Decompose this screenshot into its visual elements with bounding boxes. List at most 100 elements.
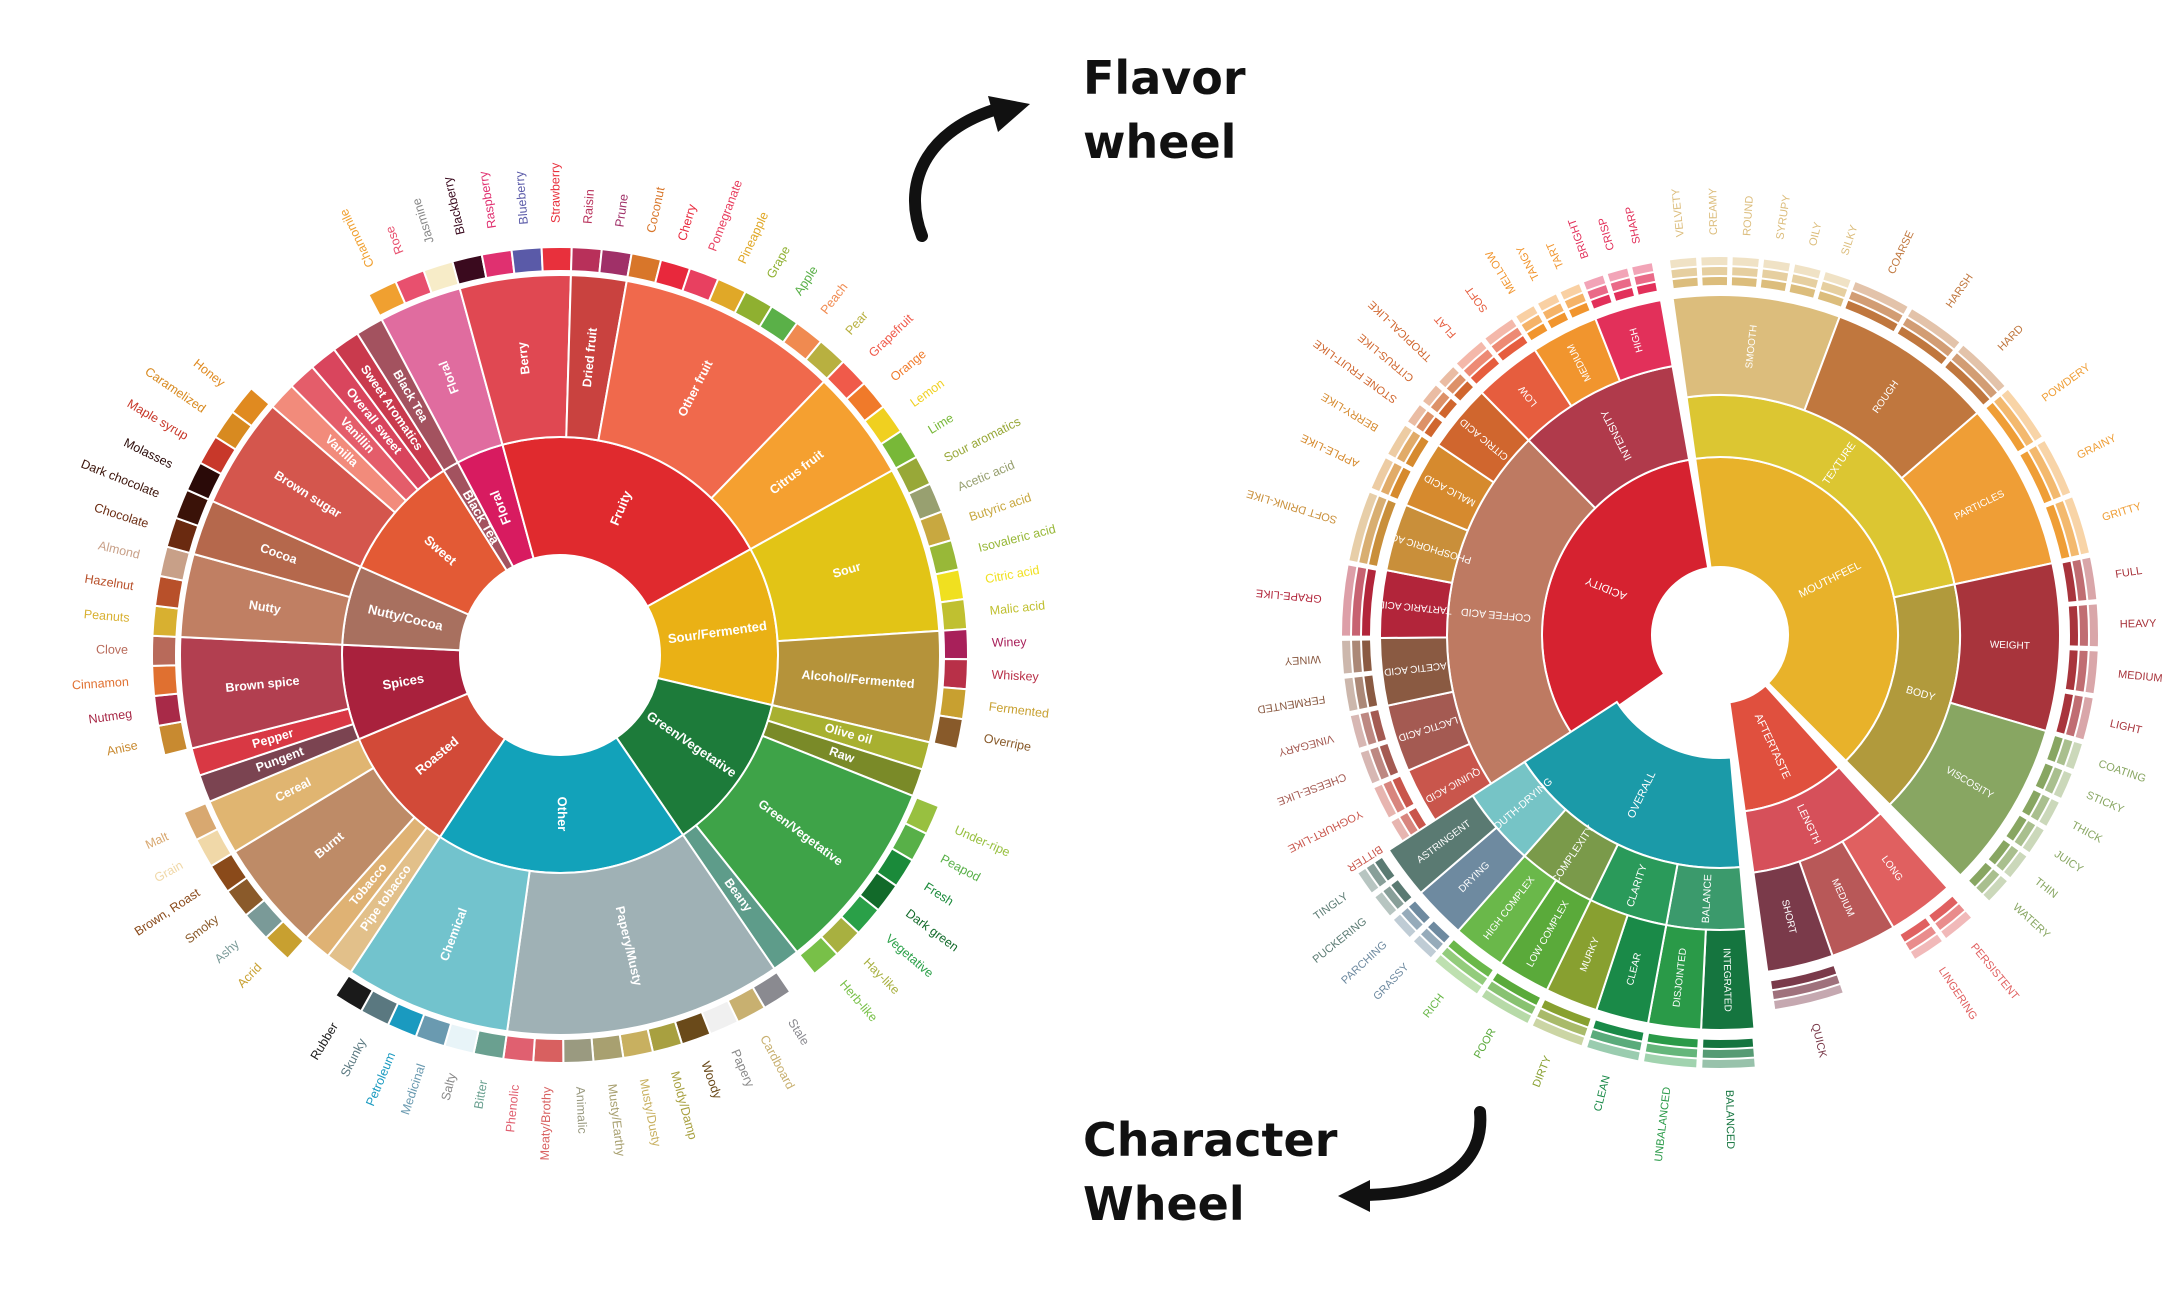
character-descriptor-band bbox=[1613, 287, 1634, 301]
character-descriptor-band bbox=[1587, 285, 1609, 300]
character-descriptor-band bbox=[1393, 914, 1416, 938]
character-descriptor-band bbox=[1390, 467, 1411, 499]
character-descriptor-band bbox=[1358, 868, 1379, 893]
character-descriptor-band bbox=[1569, 302, 1590, 318]
character-descriptor-band bbox=[1369, 500, 1396, 566]
character-descriptor-band bbox=[2085, 651, 2098, 694]
character-descriptor-band bbox=[1391, 880, 1412, 903]
character-descriptor-band bbox=[1929, 896, 1958, 922]
character-descriptor-band bbox=[1951, 353, 1997, 398]
character-descriptor-band bbox=[2044, 767, 2063, 794]
character-descriptor-band bbox=[1408, 405, 1427, 426]
character-descriptor-band bbox=[2065, 650, 2078, 691]
character-descriptor-band bbox=[1428, 921, 1450, 943]
character-descriptor-band bbox=[1521, 314, 1543, 332]
flavor-leaf-swatch bbox=[182, 801, 220, 842]
character-descriptor-balanced: BALANCED bbox=[1723, 1090, 1736, 1150]
character-descriptor-band bbox=[1344, 677, 1358, 712]
character-descriptor-band bbox=[1996, 845, 2019, 871]
character-descriptor-band bbox=[1564, 293, 1586, 309]
flavor-wheel-caption: Flavor wheel bbox=[1083, 46, 1246, 174]
character-descriptor-band bbox=[1634, 273, 1656, 285]
flavor-leaf-swatch bbox=[932, 714, 965, 751]
character-descriptor-band bbox=[1352, 567, 1367, 636]
flavor-arrow-icon bbox=[909, 96, 1030, 242]
character-descriptor-band bbox=[1371, 458, 1393, 492]
character-descriptor-band bbox=[1370, 747, 1389, 780]
character-descriptor-band bbox=[1439, 367, 1459, 388]
character-descriptor-band bbox=[1470, 357, 1500, 384]
character-descriptor-band bbox=[1905, 926, 1936, 951]
character-descriptor-band bbox=[1852, 282, 1908, 314]
character-descriptor-band bbox=[1342, 565, 1357, 636]
character-descriptor-band bbox=[2078, 605, 2088, 646]
character-descriptor-band bbox=[1774, 984, 1843, 1009]
character-leaf-short bbox=[1752, 860, 1834, 973]
character-descriptor-band bbox=[1362, 640, 1372, 672]
character-caption-line1: Character bbox=[1083, 1113, 1338, 1167]
flavor-group-label: Other bbox=[555, 797, 570, 832]
flavor-leaf-strawberry: Strawberry bbox=[548, 162, 563, 223]
character-leaf-label: SMOOTH bbox=[1744, 324, 1760, 369]
character-descriptor-band bbox=[1359, 496, 1387, 564]
character-descriptor-band bbox=[1902, 318, 1953, 357]
character-descriptor-full: FULL bbox=[2115, 565, 2143, 581]
flavor-group-label: Spices bbox=[381, 671, 425, 693]
character-descriptor-band bbox=[1702, 277, 1728, 286]
character-descriptor-band bbox=[1731, 277, 1757, 287]
character-leaf-astringent bbox=[1387, 794, 1498, 895]
character-descriptor-band bbox=[1527, 323, 1548, 341]
character-descriptor-band bbox=[1988, 840, 2011, 865]
character-descriptor-band bbox=[1760, 279, 1787, 292]
character-descriptor-band bbox=[1392, 776, 1414, 808]
flavor-sub-label: Nutty bbox=[248, 598, 282, 617]
character-arrow-icon bbox=[1338, 1106, 1487, 1212]
character-descriptor-band bbox=[1409, 901, 1430, 924]
character-descriptor-band bbox=[2082, 557, 2097, 600]
character-descriptor-band bbox=[1364, 675, 1378, 707]
character-descriptor-band bbox=[1610, 278, 1632, 292]
character-descriptor-band bbox=[1958, 345, 2005, 392]
character-descriptor-band bbox=[2046, 504, 2070, 559]
flavor-leaf-clove: Clove bbox=[96, 643, 128, 657]
character-descriptor-band bbox=[1983, 875, 2007, 901]
character-descriptor-band bbox=[1607, 268, 1630, 282]
flavor-leaf-nutmeg: Nutmeg bbox=[88, 707, 133, 727]
character-descriptor-band bbox=[2053, 771, 2072, 798]
character-descriptor-band bbox=[2014, 820, 2036, 847]
character-descriptor-band bbox=[1481, 990, 1532, 1023]
flavor-leaf-winey: Winey bbox=[992, 635, 1028, 650]
character-descriptor-band bbox=[1421, 928, 1443, 950]
character-descriptor-band bbox=[1645, 1043, 1698, 1058]
character-descriptor-band bbox=[1413, 935, 1437, 958]
character-leaf-label: WEIGHT bbox=[1990, 640, 2030, 652]
character-descriptor-band bbox=[1350, 714, 1367, 748]
character-descriptor-band bbox=[2055, 501, 2080, 557]
character-descriptor-medium: MEDIUM bbox=[2117, 668, 2163, 684]
flavor-leaf-phenolic: Phenolic bbox=[503, 1084, 522, 1133]
character-descriptor-band bbox=[1732, 257, 1759, 267]
character-descriptor-band bbox=[1701, 267, 1728, 276]
character-descriptor-band bbox=[1823, 272, 1851, 288]
flavor-leaf-whiskey: Whiskey bbox=[991, 668, 1040, 684]
character-descriptor-band bbox=[1763, 259, 1790, 272]
character-descriptor-band bbox=[1817, 291, 1844, 307]
character-descriptor-band bbox=[2006, 815, 2027, 841]
character-descriptor-band bbox=[1360, 750, 1380, 784]
character-descriptor-band bbox=[1772, 975, 1840, 1000]
flavor-leaf-prune: Prune bbox=[612, 193, 631, 228]
character-descriptor-band bbox=[2075, 650, 2088, 692]
character-descriptor-band bbox=[1583, 275, 1606, 290]
character-descriptor-creamy: CREAMY bbox=[1707, 187, 1720, 235]
character-descriptor-band bbox=[2039, 799, 2059, 826]
character-descriptor-band bbox=[1941, 911, 1971, 938]
character-descriptor-band bbox=[1935, 904, 1965, 930]
character-descriptor-band bbox=[2072, 559, 2087, 601]
character-descriptor-band bbox=[1354, 676, 1368, 709]
character-sub-label: BALANCE bbox=[1700, 874, 1714, 924]
character-descriptor-band bbox=[2056, 739, 2073, 766]
character-descriptor-band bbox=[1547, 312, 1569, 329]
character-descriptor-band bbox=[2022, 790, 2041, 816]
character-descriptor-band bbox=[2022, 826, 2044, 853]
